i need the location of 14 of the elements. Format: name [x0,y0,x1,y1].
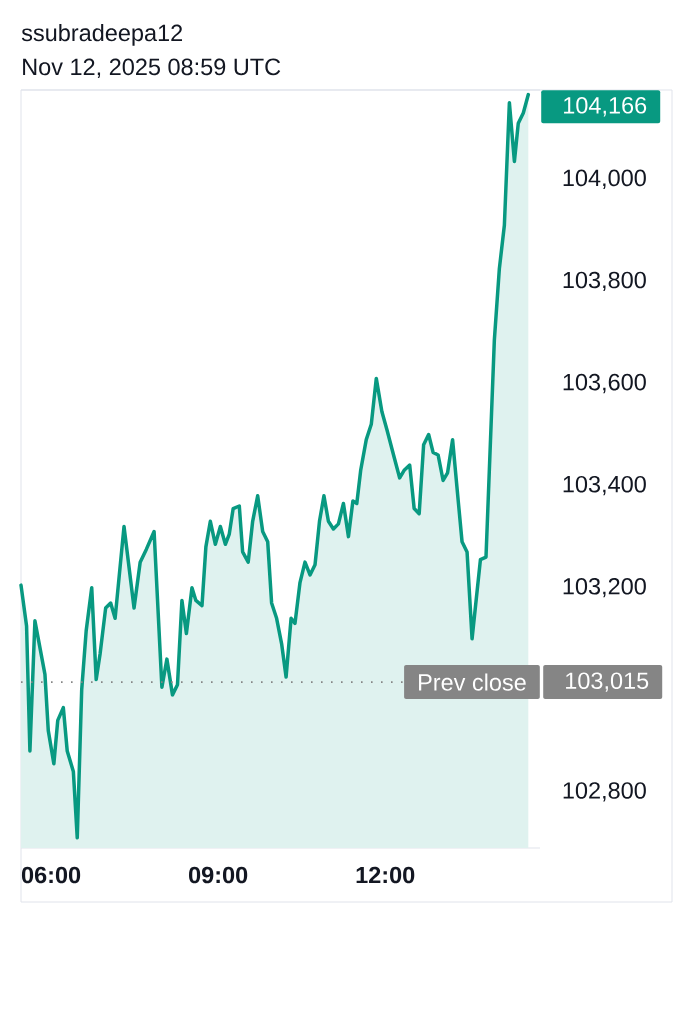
x-tick-label: 12:00 [356,866,415,884]
y-tick-label: 103,400 [563,475,646,496]
x-tick-label: 06:00 [21,866,81,884]
data-label: 104,166 [564,96,647,117]
y-tick-label: 102,800 [563,782,646,802]
y-tick-label: 104,000 [563,169,646,190]
y-tick-label: 103,200 [563,577,646,598]
x-tick-label: 09:00 [189,866,248,884]
y-tick-label: 103,600 [563,373,646,394]
y-tick-label: 103,015 [566,672,649,692]
ref-line-label: Prev close [419,673,526,691]
chart-title: ssubradeepa12 [21,23,183,46]
chart-subtitle: Nov 12, 2025 08:59 UTC [23,58,281,78]
y-tick-label: 103,800 [563,271,646,292]
